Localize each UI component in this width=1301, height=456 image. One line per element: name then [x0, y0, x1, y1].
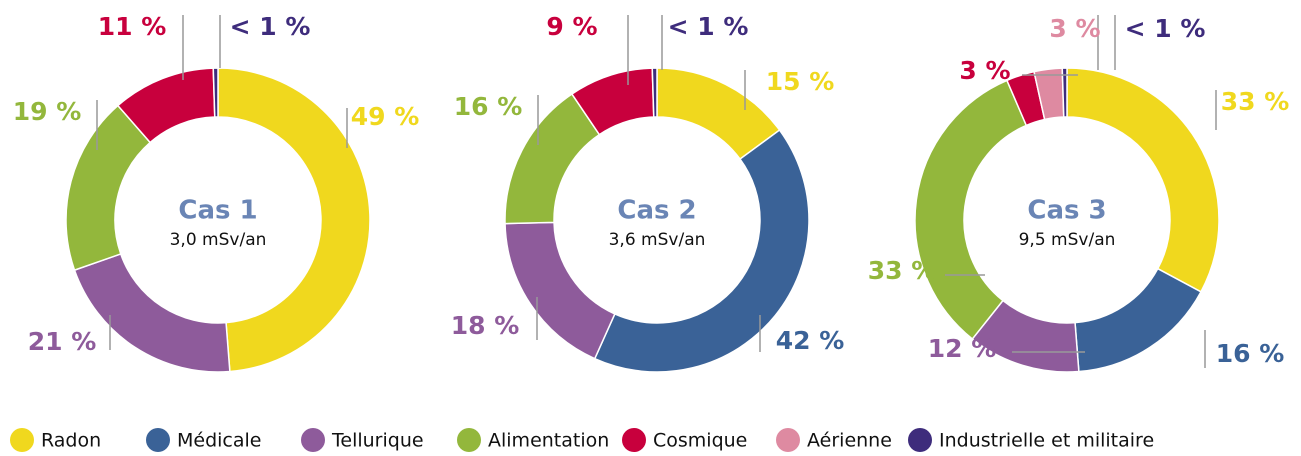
legend-swatch: [301, 428, 325, 452]
legend-swatch: [908, 428, 932, 452]
value-label: 19 %: [13, 97, 82, 126]
legend-swatch: [457, 428, 481, 452]
donut-slice: [1074, 267, 1202, 373]
legend-label: Aérienne: [807, 430, 892, 452]
chart-title: Cas 3: [1027, 196, 1106, 226]
donut-slice: [65, 104, 152, 272]
value-label: < 1 %: [230, 12, 311, 41]
legend-swatch: [10, 428, 34, 452]
legend-label: Tellurique: [331, 430, 424, 452]
legend-swatch: [146, 428, 170, 452]
legend-label: Alimentation: [488, 430, 609, 452]
donut-slice: [914, 79, 1028, 340]
value-label: < 1 %: [668, 12, 749, 41]
value-label: < 1 %: [1125, 14, 1206, 43]
value-label: 15 %: [766, 67, 835, 96]
value-label: 49 %: [351, 102, 420, 131]
legend-swatch: [776, 428, 800, 452]
donut-slice: [651, 67, 658, 118]
value-label: 11 %: [98, 12, 167, 41]
value-label: 3 %: [959, 56, 1010, 85]
value-label: 33 %: [1221, 87, 1290, 116]
legend-swatch: [622, 428, 646, 452]
legend-label: Industrielle et militaire: [939, 430, 1154, 452]
chart-subtitle: 3,0 mSv/an: [170, 230, 267, 250]
chart-subtitle: 9,5 mSv/an: [1019, 230, 1116, 250]
value-label: 16 %: [454, 92, 523, 121]
legend-label: Cosmique: [653, 430, 747, 452]
donut-slice: [1066, 67, 1220, 293]
value-label: 3 %: [1049, 14, 1100, 43]
value-label: 18 %: [451, 311, 520, 340]
value-label: 42 %: [776, 326, 845, 355]
legend-label: Médicale: [177, 430, 261, 452]
chart-title: Cas 2: [617, 196, 696, 226]
value-label: 33 %: [868, 256, 937, 285]
donut-slice: [593, 129, 810, 373]
donut-slice: [504, 221, 616, 360]
donut-slice: [217, 67, 371, 373]
donut-slice: [73, 253, 231, 373]
value-label: 9 %: [546, 12, 597, 41]
chart-title: Cas 1: [178, 196, 257, 226]
donut-slice: [1061, 67, 1068, 118]
value-label: 12 %: [928, 334, 997, 363]
value-label: 21 %: [28, 327, 97, 356]
value-label: 16 %: [1216, 339, 1285, 368]
donut-slice: [212, 67, 219, 118]
chart-subtitle: 3,6 mSv/an: [609, 230, 706, 250]
legend-label: Radon: [41, 430, 101, 452]
